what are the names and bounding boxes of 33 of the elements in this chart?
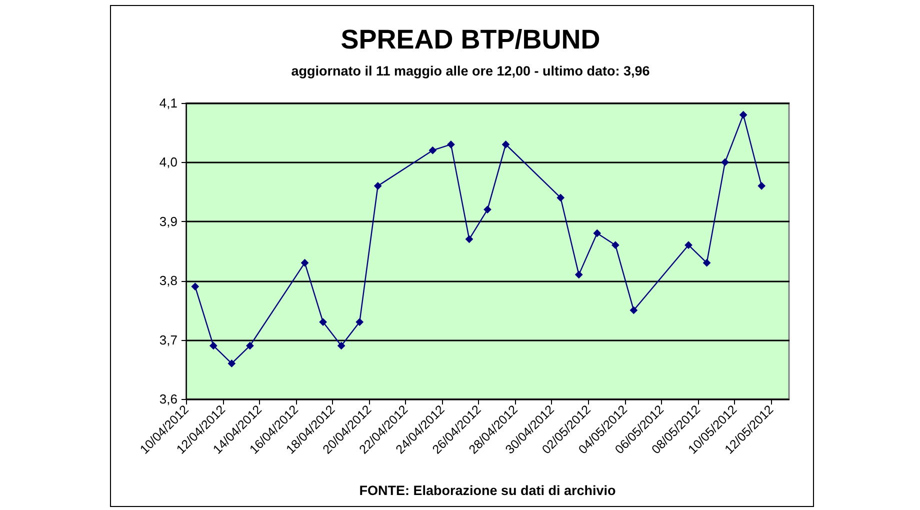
point: [428, 146, 437, 154]
point: [721, 158, 729, 166]
point: [191, 282, 200, 290]
point: [356, 318, 364, 326]
y-tick-label: 4,0: [159, 154, 178, 170]
point: [374, 182, 382, 190]
point: [611, 241, 620, 250]
y-tick-label: 3,8: [159, 273, 178, 288]
point: [574, 270, 583, 279]
point: [593, 229, 602, 238]
point: [556, 194, 565, 202]
point: [209, 342, 218, 350]
point: [300, 258, 309, 267]
chart-subtitle: aggiornato il 11 maggio alle ore 12,00 - ultimo dato: 3,96: [291, 64, 650, 78]
point: [484, 206, 492, 214]
point: [630, 306, 638, 314]
point: [758, 182, 766, 190]
point: [684, 241, 692, 250]
point: [447, 140, 455, 148]
point: [739, 110, 748, 119]
point: [702, 258, 711, 267]
y-tick-label: 4,1: [159, 96, 178, 110]
y-tick-label: 3,7: [159, 332, 178, 348]
y-tick-label: 3,9: [159, 214, 178, 229]
point: [502, 140, 510, 148]
source-note: FONTE: Elaborazione su dati di archivio: [359, 483, 616, 498]
y-tick-label: 3,6: [159, 392, 178, 406]
point: [465, 235, 474, 244]
point: [246, 342, 254, 350]
point: [228, 360, 236, 368]
point: [319, 318, 327, 326]
point: [337, 342, 346, 350]
chart-title: SPREAD BTP/BUND: [340, 24, 600, 54]
